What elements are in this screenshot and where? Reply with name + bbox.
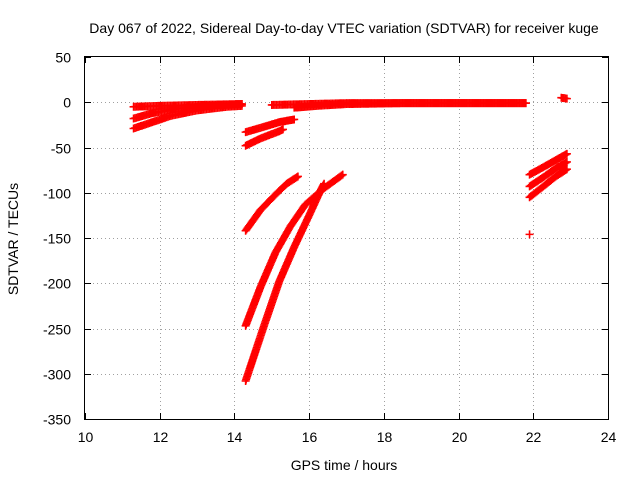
data-point xyxy=(278,125,287,134)
x-tick-label: 24 xyxy=(601,429,617,445)
y-tick-label: -100 xyxy=(43,186,71,202)
plot-frame xyxy=(84,56,609,420)
data-point xyxy=(562,149,571,158)
data-point xyxy=(237,101,246,110)
data-point xyxy=(337,171,346,180)
x-axis-label: GPS time / hours xyxy=(291,457,398,473)
data-point xyxy=(525,230,534,239)
x-tick-label: 22 xyxy=(526,429,542,445)
y-tick-label: -150 xyxy=(43,231,71,247)
data-points xyxy=(129,93,571,385)
x-tick-label: 14 xyxy=(227,429,243,445)
data-point xyxy=(292,173,301,182)
data-point xyxy=(561,166,570,175)
y-tick-label: -50 xyxy=(51,141,71,157)
x-tick-label: 10 xyxy=(78,429,94,445)
data-point xyxy=(521,99,530,108)
x-tick-label: 20 xyxy=(452,429,468,445)
chart-title: Day 067 of 2022, Sidereal Day-to-day VTE… xyxy=(89,20,599,36)
y-tick-label: 0 xyxy=(63,95,71,111)
data-point xyxy=(320,179,329,188)
y-tick-label: -250 xyxy=(43,322,71,338)
data-point xyxy=(293,172,302,181)
data-point xyxy=(290,115,299,124)
data-point xyxy=(562,165,571,174)
y-tick-label: 50 xyxy=(55,50,71,66)
axis-ticks: 10 12 14 16 18 20 22 24 -350 -300 -250 -200 -150 -100… xyxy=(43,50,617,446)
x-tick-label: 16 xyxy=(302,429,318,445)
y-tick-label: -300 xyxy=(43,367,71,383)
y-tick-label: -350 xyxy=(43,412,71,428)
y-tick-label: -200 xyxy=(43,276,71,292)
data-point xyxy=(562,94,571,103)
x-tick-label: 18 xyxy=(377,429,393,445)
x-tick-label: 12 xyxy=(153,429,169,445)
data-point xyxy=(562,157,571,166)
grid-lines xyxy=(85,57,608,419)
y-axis-label: SDTVAR / TECUs xyxy=(5,183,21,295)
data-point xyxy=(338,170,347,179)
